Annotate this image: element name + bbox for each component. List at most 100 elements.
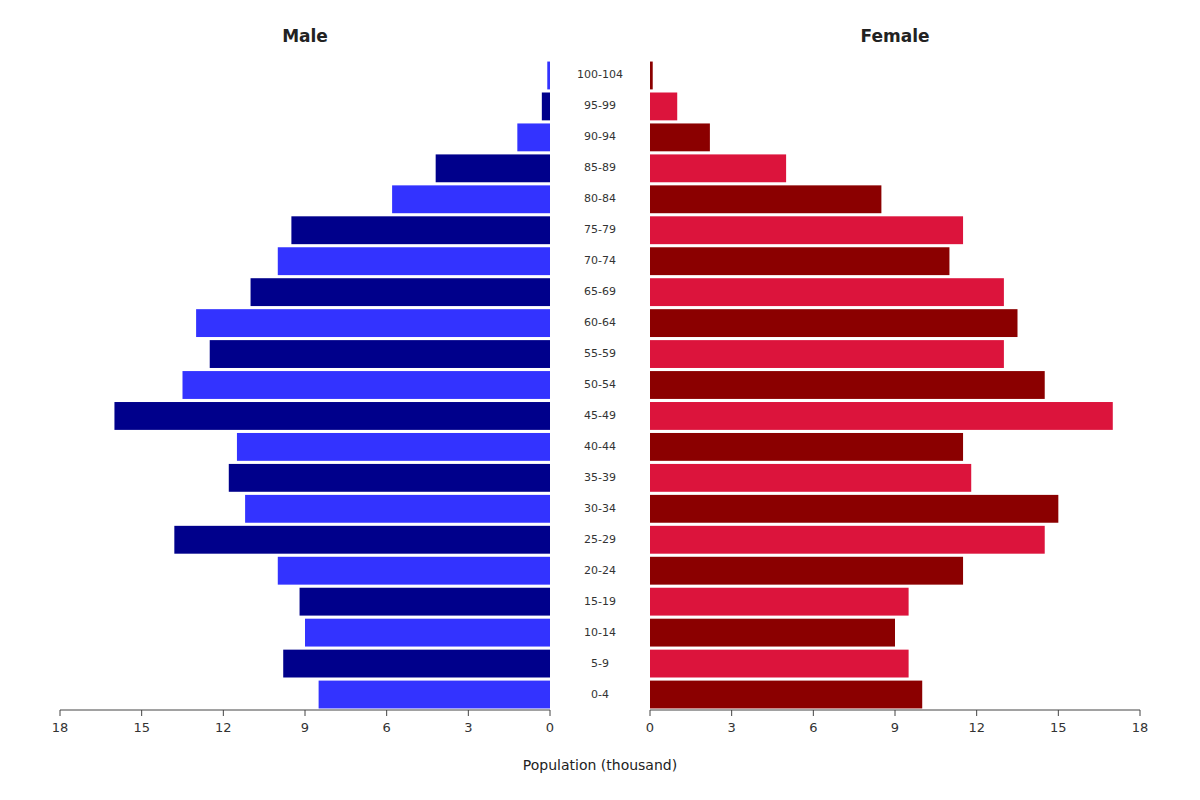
bar [650, 650, 909, 678]
bar [650, 371, 1045, 399]
category-label: 100-104 [577, 68, 623, 81]
chart: 0 3 6 9 12 15 18 Male 0 3 6 9 12 15 18 Female 0-4 5-9 10-1… [0, 0, 1200, 800]
bar [650, 557, 963, 585]
category-label: 55-59 [584, 347, 616, 360]
bar [650, 93, 677, 121]
tick-mark [550, 710, 551, 716]
bar [300, 588, 550, 616]
bar [547, 62, 550, 90]
panel-title: Male [282, 26, 328, 46]
bar [319, 681, 550, 709]
category-label: 80-84 [584, 192, 616, 205]
bar [392, 185, 550, 213]
tick-label: 6 [383, 720, 391, 735]
tick-label: 9 [301, 720, 309, 735]
bar [196, 309, 550, 337]
bar [650, 619, 895, 647]
bar [237, 433, 550, 461]
tick-mark [1140, 710, 1141, 716]
x-axis: 0 3 6 9 12 15 18 [646, 710, 1148, 735]
tick-mark [731, 710, 732, 716]
bar [650, 495, 1058, 523]
bar [245, 495, 550, 523]
category-label: 90-94 [584, 130, 616, 143]
bar [517, 123, 550, 151]
axis-line [650, 710, 1140, 711]
bar [650, 402, 1113, 430]
tick-label: 18 [52, 720, 69, 735]
bar [114, 402, 550, 430]
tick-label: 12 [968, 720, 985, 735]
tick-label: 0 [546, 720, 554, 735]
bar [650, 526, 1045, 554]
bars [114, 62, 550, 709]
tick-mark [813, 710, 814, 716]
category-label: 45-49 [584, 409, 616, 422]
category-label: 40-44 [584, 440, 616, 453]
tick-mark [1058, 710, 1059, 716]
category-label: 60-64 [584, 316, 616, 329]
tick-mark [650, 710, 651, 716]
tick-label: 15 [1050, 720, 1067, 735]
tick-label: 6 [809, 720, 817, 735]
x-axis-label: Population (thousand) [523, 757, 677, 773]
bar [183, 371, 551, 399]
bar [650, 123, 710, 151]
tick-label: 0 [646, 720, 654, 735]
bar [650, 464, 971, 492]
tick-label: 15 [133, 720, 150, 735]
tick-label: 12 [215, 720, 232, 735]
tick-label: 3 [464, 720, 472, 735]
tick-mark [141, 710, 142, 716]
bar [650, 185, 881, 213]
bar [650, 309, 1018, 337]
bar [305, 619, 550, 647]
bar [542, 93, 550, 121]
axis-line [60, 710, 550, 711]
category-label: 70-74 [584, 254, 616, 267]
bar [251, 278, 550, 306]
bar [283, 650, 550, 678]
category-label: 0-4 [591, 688, 609, 701]
tick-label: 18 [1132, 720, 1149, 735]
bars [650, 62, 1113, 709]
bar [278, 247, 550, 275]
category-label: 75-79 [584, 223, 616, 236]
category-label: 25-29 [584, 533, 616, 546]
tick-mark [305, 710, 306, 716]
category-label: 65-69 [584, 285, 616, 298]
tick-mark [895, 710, 896, 716]
bar [650, 62, 653, 90]
x-axis: 0 3 6 9 12 15 18 [52, 710, 554, 735]
category-label: 95-99 [584, 99, 616, 112]
tick-mark [386, 710, 387, 716]
category-label: 15-19 [584, 595, 616, 608]
bar [650, 216, 963, 244]
bar [650, 278, 1004, 306]
category-label: 20-24 [584, 564, 616, 577]
category-label: 35-39 [584, 471, 616, 484]
bar [210, 340, 550, 368]
category-label: 10-14 [584, 626, 616, 639]
tick-mark [976, 710, 977, 716]
bar [436, 154, 550, 182]
tick-mark [468, 710, 469, 716]
bar [278, 557, 550, 585]
category-label: 30-34 [584, 502, 616, 515]
bar [650, 154, 786, 182]
tick-mark [60, 710, 61, 716]
category-label: 85-89 [584, 161, 616, 174]
category-labels: 0-4 5-9 10-14 15-19 20-24 25-29 30-34 35-39 40-4… [577, 68, 623, 700]
bar [650, 588, 909, 616]
tick-mark [223, 710, 224, 716]
bar [650, 340, 1004, 368]
tick-label: 9 [891, 720, 899, 735]
bar [291, 216, 550, 244]
bar [650, 681, 922, 709]
tick-label: 3 [728, 720, 736, 735]
category-label: 5-9 [591, 657, 609, 670]
category-label: 50-54 [584, 378, 616, 391]
bar [650, 433, 963, 461]
bar [174, 526, 550, 554]
panel-title: Female [861, 26, 930, 46]
